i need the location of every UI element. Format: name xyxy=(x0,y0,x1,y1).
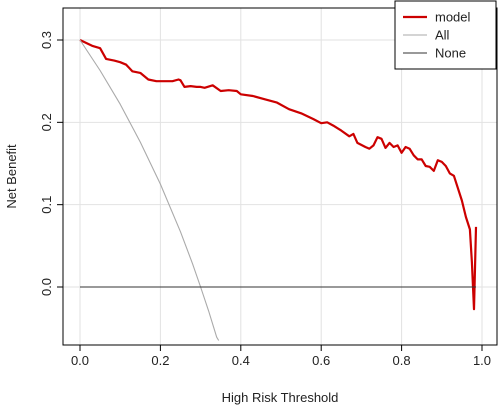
y-tick-label: 0.0 xyxy=(39,278,54,296)
x-tick-label: 0.8 xyxy=(393,353,411,368)
series-line-model xyxy=(79,39,478,311)
series-lines xyxy=(79,39,478,341)
x-tick-label: 0.6 xyxy=(312,353,330,368)
x-tick-label: 0.2 xyxy=(151,353,169,368)
x-axis-title: High Risk Threshold xyxy=(222,390,339,405)
plot-frame xyxy=(62,7,498,346)
y-tick-label: 0.2 xyxy=(39,113,54,131)
y-tick-label: 0.3 xyxy=(39,31,54,49)
legend-label-model: model xyxy=(435,10,471,25)
x-tick-label: 1.0 xyxy=(473,353,491,368)
legend: model All None xyxy=(394,0,497,70)
axes: 0.0 0.2 0.4 0.6 0.8 1.0 0.0 0.1 0.2 0.3 xyxy=(39,7,498,368)
legend-label-all: All xyxy=(435,28,450,43)
x-tick-label: 0.0 xyxy=(71,353,89,368)
y-tick-label: 0.1 xyxy=(39,196,54,214)
legend-label-none: None xyxy=(435,46,466,61)
y-axis-title: Net Benefit xyxy=(4,144,19,209)
x-tick-label: 0.4 xyxy=(232,353,250,368)
series-line-all xyxy=(79,39,220,341)
